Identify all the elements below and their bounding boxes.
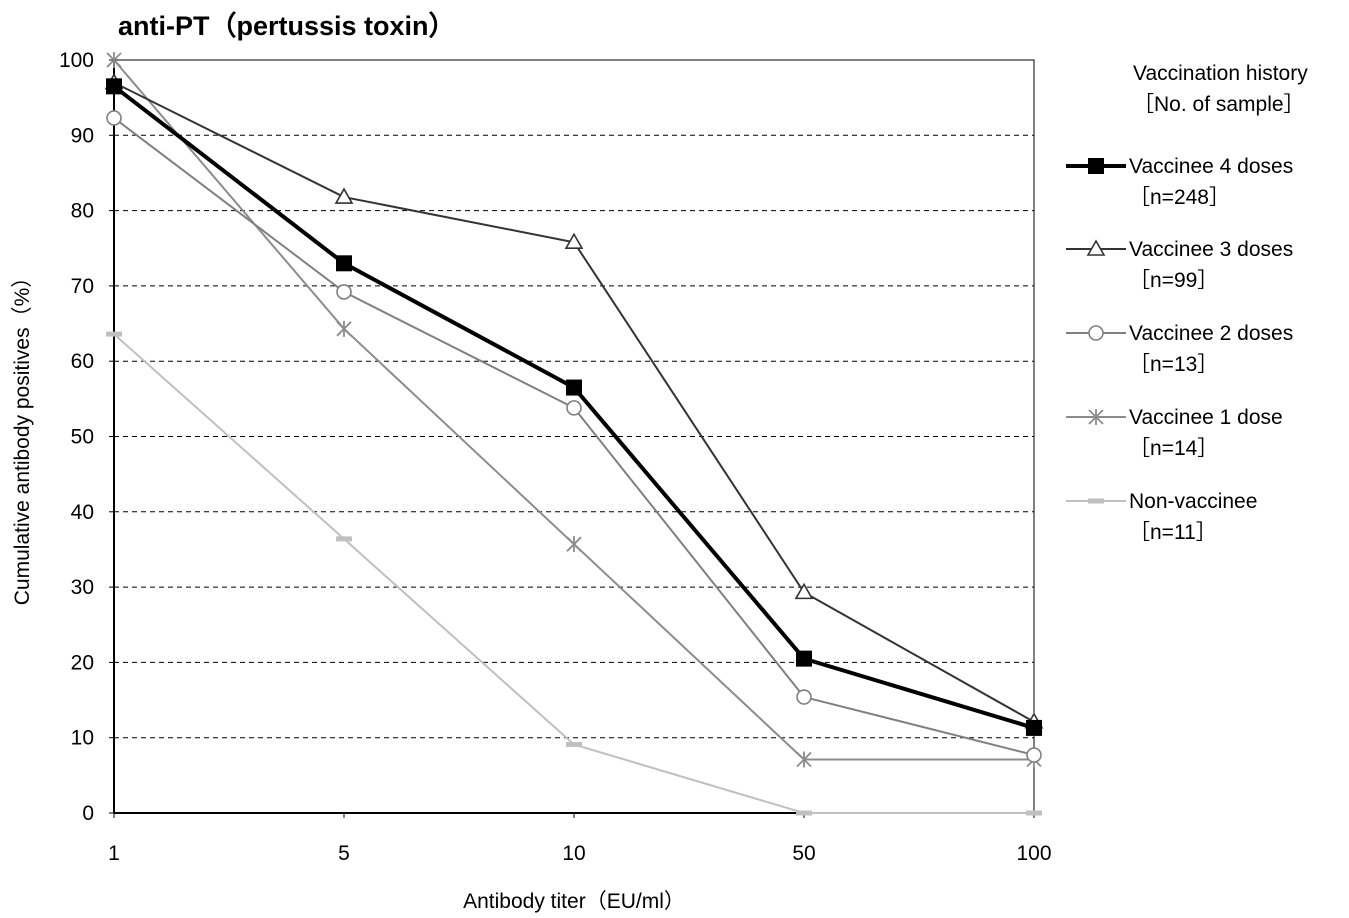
series-layer [104,52,1044,816]
data-point [336,255,352,272]
y-axis-ticks: 0 10 20 30 40 50 60 70 80 90 100 [59,49,114,825]
data-point [106,78,122,95]
legend-count: ［n=14］ [1129,437,1219,460]
y-tick-label: 70 [71,275,94,298]
data-point [106,331,122,337]
x-axis-label: Antibody titer（EU/ml） [463,890,685,913]
legend-label: Vaccinee 1 dose [1129,406,1283,429]
data-point [566,741,582,747]
data-point [566,400,582,416]
legend-item-4-doses: Vaccinee 4 doses ［n=248］ [1066,151,1346,221]
gridlines [114,59,1034,739]
legend-count: ［n=11］ [1129,521,1217,544]
legend-label: Non-vaccinee [1129,490,1258,513]
y-tick-label: 30 [71,576,94,599]
data-point [336,320,352,337]
legend-title-line-1: Vaccination history [1133,62,1308,85]
data-point [336,536,352,542]
data-point [796,810,812,816]
data-point [566,536,582,553]
y-tick-label: 10 [71,727,94,750]
data-point [106,52,122,68]
legend-count: ［n=248］ [1129,186,1230,209]
legend-label: Vaccinee 2 doses [1129,322,1294,345]
y-tick-label: 100 [59,49,94,72]
data-point [106,110,122,126]
data-point [1026,810,1042,816]
x-axis-ticks: 1 5 10 50 100 [108,813,1052,865]
data-point [796,650,812,667]
data-point [1086,239,1106,256]
series-vaccinee-4-doses [106,78,1042,736]
legend-swatch-2-doses [1066,325,1126,341]
legend-swatch-3-doses [1066,239,1126,256]
legend-count: ［n=13］ [1129,353,1219,376]
data-point [336,284,352,300]
y-tick-label: 20 [71,651,94,674]
data-point [796,689,812,705]
data-point [566,379,582,396]
data-point [1088,498,1104,504]
data-point [1088,158,1104,174]
y-tick-label: 50 [71,426,94,449]
y-tick-label: 0 [82,802,94,825]
legend-swatch-non-vaccinee [1066,498,1126,504]
x-tick-label: 5 [338,842,350,865]
legend-label: Vaccinee 3 doses [1129,238,1294,261]
y-axis-label: Cumulative antibody positives（%） [11,267,34,605]
series-non-vaccinee [106,331,1042,816]
legend-item-2-doses: Vaccinee 2 doses ［n=13］ [1066,318,1346,388]
y-tick-label: 60 [71,350,94,373]
data-point [796,751,812,768]
legend-item-1-dose: Vaccinee 1 dose ［n=14］ [1066,402,1346,472]
legend-title-line-2: ［No. of sample］ [1133,93,1305,116]
data-point [1026,747,1042,763]
legend-item-non-vaccinee: Non-vaccinee ［n=11］ [1066,486,1346,556]
data-point [564,232,584,250]
legend-title: Vaccination history ［No. of sample］ [1133,58,1308,120]
legend-swatch-4-doses [1066,158,1126,174]
y-tick-label: 90 [71,124,94,147]
x-tick-label: 100 [1016,842,1051,865]
data-point [1088,325,1104,341]
series-vaccinee-2-doses [106,110,1042,763]
data-point [334,187,354,204]
y-tick-label: 40 [71,501,94,524]
legend-label: Vaccinee 4 doses [1129,155,1294,178]
legend-item-3-doses: Vaccinee 3 doses ［n=99］ [1066,234,1346,304]
data-point [1026,719,1042,736]
y-tick-label: 80 [71,200,94,223]
legend-count: ［n=99］ [1129,269,1219,292]
x-tick-label: 1 [108,842,120,865]
x-tick-label: 50 [792,842,815,865]
legend-swatch-1-dose [1066,409,1126,425]
data-point [794,582,814,600]
data-point [1088,409,1104,425]
x-tick-label: 10 [562,842,585,865]
chart-title: anti-PT（pertussis toxin） [118,11,456,41]
